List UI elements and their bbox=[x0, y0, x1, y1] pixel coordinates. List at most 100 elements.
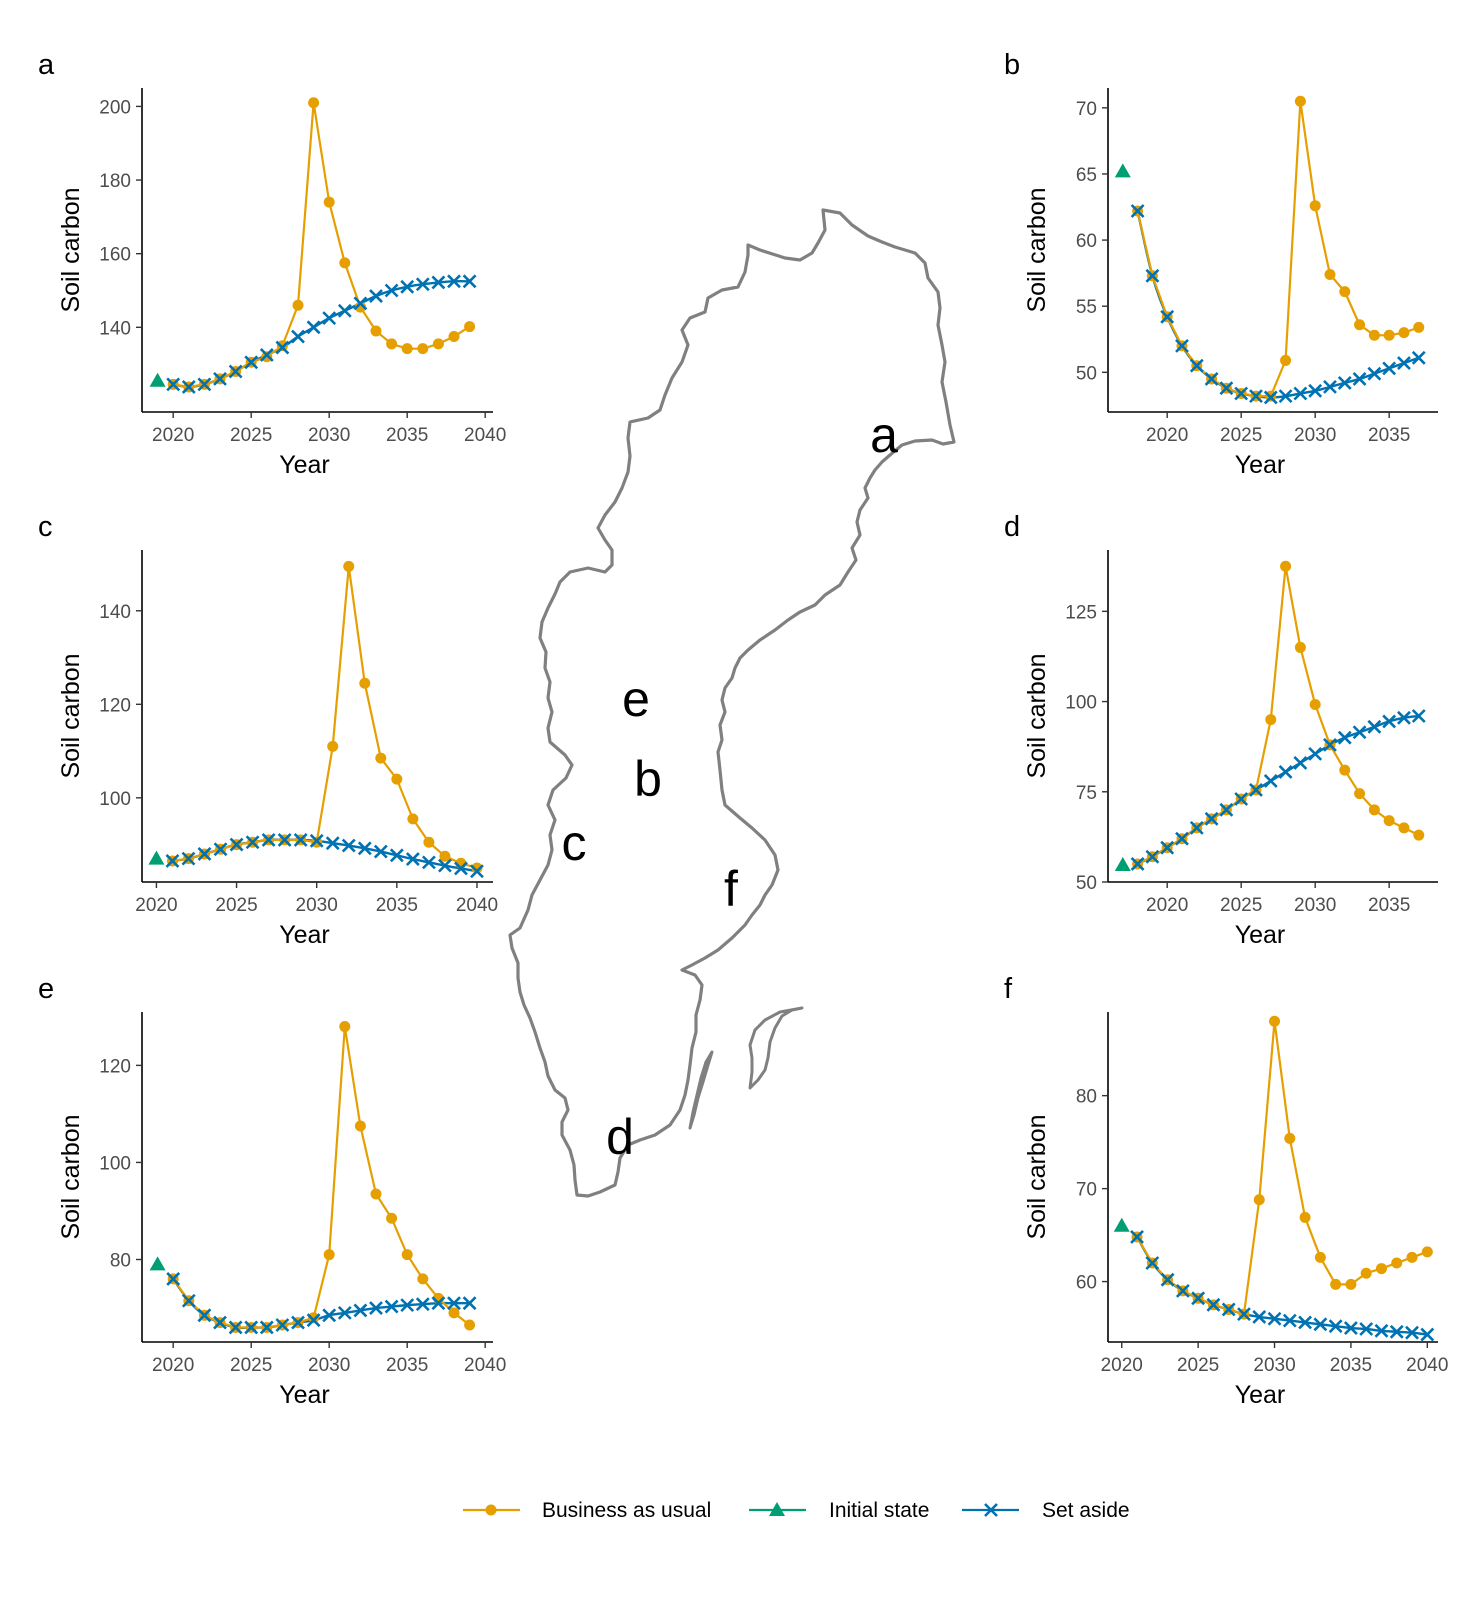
bau-point-b bbox=[1294, 95, 1306, 107]
setaside-point-a bbox=[166, 377, 181, 392]
setaside-point-b bbox=[1145, 268, 1160, 283]
panel-f: f 2020 2025 2030 2035 2040 60 70 80 Year Soil carb… bbox=[1004, 973, 1448, 1409]
x-tick-label-a: 2025 bbox=[230, 425, 272, 446]
bau-point-d bbox=[1309, 698, 1321, 710]
map-label-a: a bbox=[870, 407, 898, 463]
setaside-point-b bbox=[1411, 350, 1426, 365]
setaside-point-f bbox=[1252, 1309, 1267, 1324]
bau-point-b bbox=[1309, 200, 1321, 212]
series-setaside-line-f bbox=[1135, 1236, 1428, 1336]
setaside-point-a bbox=[275, 340, 290, 355]
bau-point-e bbox=[417, 1273, 429, 1285]
setaside-point-d bbox=[1382, 714, 1397, 729]
x-tick-label-e: 2025 bbox=[230, 1355, 272, 1376]
y-axis-title-b: Soil carbon bbox=[1023, 187, 1051, 312]
setaside-point-a bbox=[291, 329, 305, 344]
setaside-point-e bbox=[447, 1296, 461, 1311]
panel-letter-f: f bbox=[1004, 973, 1013, 1005]
series-setaside-line-a bbox=[172, 280, 470, 389]
x-tick-label-e: 2040 bbox=[464, 1355, 506, 1376]
oland-island bbox=[688, 1050, 714, 1130]
bau-point-a bbox=[261, 351, 273, 363]
setaside-point-f bbox=[1237, 1307, 1251, 1322]
legend-label-setaside: Set aside bbox=[1042, 1499, 1130, 1522]
setaside-point-e bbox=[228, 1320, 243, 1335]
setaside-point-a bbox=[415, 277, 430, 292]
setaside-point-c bbox=[421, 855, 436, 870]
bau-point-b bbox=[1324, 268, 1336, 280]
bau-point-f bbox=[1314, 1251, 1326, 1263]
y-tick-label-c: 100 bbox=[99, 789, 131, 810]
setaside-point-d bbox=[1204, 811, 1219, 826]
setaside-point-e bbox=[353, 1303, 368, 1318]
y-tick-label-b: 55 bbox=[1076, 297, 1097, 318]
setaside-point-b bbox=[1175, 338, 1189, 353]
x-axis-title-a: Year bbox=[279, 451, 330, 479]
y-axis-title-f: Soil carbon bbox=[1023, 1114, 1051, 1239]
x-tick-label-b: 2025 bbox=[1220, 425, 1262, 446]
panel-e: e 2020 2025 2030 2035 2040 80 100 120 Year Soil ca… bbox=[38, 973, 506, 1409]
map-label-b: b bbox=[634, 751, 662, 807]
bau-point-f bbox=[1421, 1246, 1433, 1258]
bau-point-e bbox=[401, 1249, 413, 1261]
y-axis-title-e: Soil carbon bbox=[57, 1114, 85, 1239]
x-tick-label-e: 2030 bbox=[308, 1355, 350, 1376]
bau-point-d bbox=[1368, 804, 1380, 816]
bau-point-d bbox=[1265, 714, 1277, 726]
setaside-point-f bbox=[1282, 1313, 1297, 1328]
series-bau-line-c bbox=[172, 566, 478, 870]
bau-point-c bbox=[343, 560, 355, 572]
bau-point-a bbox=[464, 321, 476, 333]
setaside-point-b bbox=[1278, 389, 1293, 404]
y-tick-label-b: 50 bbox=[1076, 363, 1097, 384]
panel-d: d 2020 2025 2030 2035 50 75 100 125 Year Soil carb… bbox=[1004, 511, 1438, 949]
setaside-point-a bbox=[447, 274, 461, 289]
panel-letter-c: c bbox=[38, 511, 53, 543]
panel-letter-e: e bbox=[38, 973, 54, 1005]
setaside-point-f bbox=[1267, 1311, 1282, 1326]
setaside-point-a bbox=[306, 320, 321, 335]
setaside-point-f bbox=[1389, 1324, 1404, 1339]
setaside-point-b bbox=[1397, 356, 1411, 370]
y-tick-label-d: 75 bbox=[1076, 783, 1097, 804]
setaside-point-c bbox=[405, 852, 420, 867]
bau-point-f bbox=[1330, 1278, 1342, 1290]
bau-point-a bbox=[417, 343, 429, 355]
bau-point-f bbox=[1269, 1015, 1281, 1027]
map-label-e: e bbox=[622, 671, 650, 727]
setaside-point-d bbox=[1160, 840, 1175, 855]
bau-point-f bbox=[1253, 1194, 1265, 1206]
bau-point-d bbox=[1354, 788, 1366, 800]
bau-point-c bbox=[327, 740, 339, 752]
setaside-point-c bbox=[454, 861, 468, 876]
setaside-point-b bbox=[1352, 372, 1367, 386]
setaside-point-d bbox=[1367, 719, 1382, 734]
setaside-point-e bbox=[322, 1308, 337, 1323]
sweden-map: a e b c f d bbox=[508, 208, 956, 1198]
x-tick-label-d: 2020 bbox=[1146, 895, 1188, 916]
setaside-point-b bbox=[1337, 375, 1352, 390]
bau-point-e bbox=[370, 1188, 382, 1200]
setaside-point-d bbox=[1234, 792, 1249, 806]
setaside-point-f bbox=[1313, 1317, 1328, 1332]
setaside-point-e bbox=[337, 1305, 352, 1320]
x-tick-label-d: 2035 bbox=[1368, 895, 1410, 916]
bau-point-a bbox=[292, 299, 304, 311]
setaside-point-c bbox=[293, 832, 308, 847]
setaside-point-f bbox=[1221, 1302, 1236, 1317]
map-label-f: f bbox=[724, 861, 738, 917]
initial-state-point-c bbox=[148, 850, 165, 865]
x-tick-label-b: 2030 bbox=[1294, 425, 1336, 446]
panel-letter-d: d bbox=[1004, 511, 1020, 543]
setaside-point-a bbox=[259, 348, 274, 362]
x-tick-label-a: 2035 bbox=[386, 425, 428, 446]
x-tick-label-c: 2025 bbox=[215, 895, 257, 916]
gotland-island bbox=[748, 1006, 804, 1090]
bau-point-a bbox=[276, 340, 288, 352]
setaside-point-b bbox=[1204, 372, 1219, 386]
setaside-point-a bbox=[181, 380, 196, 394]
y-tick-label-f: 70 bbox=[1076, 1180, 1097, 1201]
setaside-point-a bbox=[228, 364, 243, 379]
initial-state-point-b bbox=[1114, 163, 1131, 178]
y-tick-label-b: 60 bbox=[1076, 231, 1097, 252]
